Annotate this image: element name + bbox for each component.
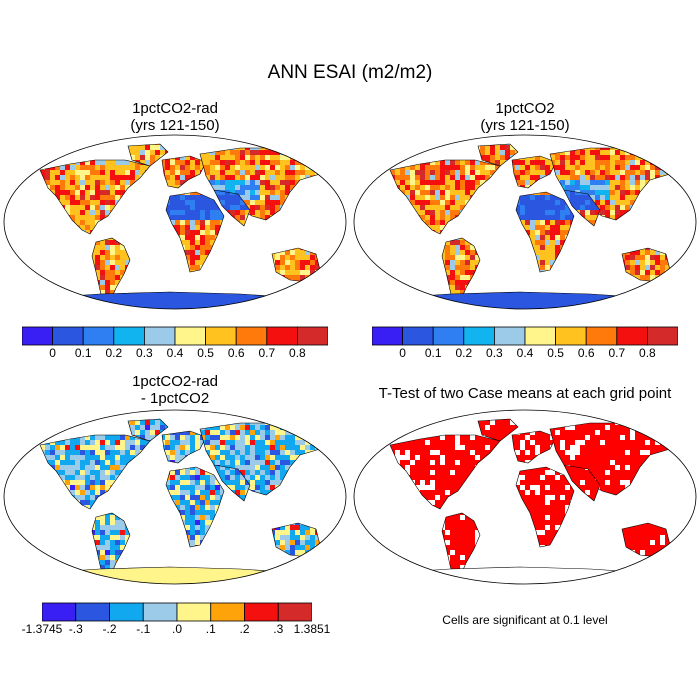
cbar2-swatch-5: [525, 327, 556, 345]
cbar1-label-2: 0.2: [105, 346, 122, 360]
cbar2-swatch-8: [617, 327, 648, 345]
cbar2-swatch-7: [586, 327, 617, 345]
cbar3-swatch-5: [211, 603, 245, 621]
cbar3-label-4: .0: [172, 622, 182, 636]
cbar3-label-7: .3: [273, 622, 283, 636]
cbar1-label-8: 0.8: [289, 346, 306, 360]
cbar3-swatch-1: [76, 603, 110, 621]
cbar2-label-5: 0.5: [547, 346, 564, 360]
colorbar-panel2: [372, 326, 678, 346]
panel1-title-line1: 1pctCO2-rad: [65, 100, 285, 117]
cbar3-label-6: .2: [239, 622, 249, 636]
cbar2-label-8: 0.8: [639, 346, 656, 360]
cbar3-swatch-2: [110, 603, 144, 621]
colorbar-panel1: [22, 326, 328, 346]
panel3-title-line1: 1pctCO2-rad: [65, 373, 285, 390]
cbar3-swatch-6: [245, 603, 279, 621]
map-panel-1pctco2: [350, 130, 700, 315]
map-panel-difference: [0, 405, 350, 590]
cbar1-swatch-4: [144, 327, 175, 345]
colorbar-difference: [42, 602, 312, 622]
colorbar-difference-labels: -1.3745 -.3 -.2 -.1.0.1.2.3 1.3851: [42, 622, 312, 638]
colorbar-panel2-labels: 0 0.1 0.2 0.3 0.4 0.5 0.6 0.7 0.8: [372, 346, 678, 362]
cbar3-label-5: .1: [206, 622, 216, 636]
cbar2-swatch-1: [403, 327, 434, 345]
cbar3-label-1: -.3: [69, 622, 83, 636]
cbar1-swatch-6: [206, 327, 237, 345]
cbar1-swatch-1: [53, 327, 84, 345]
cbar1-label-3: 0.3: [136, 346, 153, 360]
cbar1-swatch-9: [297, 327, 328, 345]
cbar3-label-3: -.1: [136, 622, 150, 636]
cbar1-label-6: 0.6: [228, 346, 245, 360]
cbar1-label-7: 0.7: [258, 346, 275, 360]
panel3-title: 1pctCO2-rad - 1pctCO2: [65, 373, 285, 407]
panel1-title: 1pctCO2-rad (yrs 121-150): [65, 100, 285, 134]
cbar2-swatch-2: [433, 327, 464, 345]
panel2-title-line1: 1pctCO2: [415, 100, 635, 117]
cbar2-label-1: 0.1: [425, 346, 442, 360]
panel4-title-line1: T-Test of two Case means at each grid po…: [355, 385, 695, 402]
cbar2-label-0: 0: [399, 346, 406, 360]
panel4-title: T-Test of two Case means at each grid po…: [355, 385, 695, 402]
colorbar-panel1-labels: 0 0.1 0.2 0.3 0.4 0.5 0.6 0.7 0.8: [22, 346, 328, 362]
cbar3-swatch-3: [143, 603, 177, 621]
cbar1-label-5: 0.5: [197, 346, 214, 360]
cbar2-swatch-6: [556, 327, 587, 345]
cbar2-label-6: 0.6: [578, 346, 595, 360]
cbar1-label-0: 0: [49, 346, 56, 360]
cbar1-swatch-3: [114, 327, 145, 345]
cbar3-label-2: -.2: [102, 622, 116, 636]
cbar2-swatch-3: [464, 327, 495, 345]
cbar2-label-7: 0.7: [608, 346, 625, 360]
cbar3-label-8: 1.3851: [294, 622, 331, 636]
figure-title: ANN ESAI (m2/m2): [0, 62, 700, 84]
cbar1-swatch-7: [236, 327, 267, 345]
cbar1-swatch-5: [175, 327, 206, 345]
cbar2-label-2: 0.2: [455, 346, 472, 360]
panel2-title: 1pctCO2 (yrs 121-150): [415, 100, 635, 134]
cbar2-swatch-0: [372, 327, 403, 345]
map-panel-ttest: [350, 405, 700, 590]
cbar3-label-0: -1.3745: [22, 622, 63, 636]
cbar1-swatch-0: [22, 327, 53, 345]
cbar1-label-1: 0.1: [75, 346, 92, 360]
cbar1-label-4: 0.4: [167, 346, 184, 360]
cbar2-label-4: 0.4: [517, 346, 534, 360]
cbar2-swatch-9: [647, 327, 678, 345]
cbar1-swatch-2: [83, 327, 114, 345]
cbar2-swatch-4: [494, 327, 525, 345]
cbar3-swatch-0: [42, 603, 76, 621]
cbar2-label-3: 0.3: [486, 346, 503, 360]
cbar1-swatch-8: [267, 327, 298, 345]
cbar3-swatch-7: [278, 603, 312, 621]
cbar3-swatch-4: [177, 603, 211, 621]
map-panel-1pctco2-rad: [0, 130, 350, 315]
significance-note: Cells are significant at 0.1 level: [400, 613, 650, 627]
